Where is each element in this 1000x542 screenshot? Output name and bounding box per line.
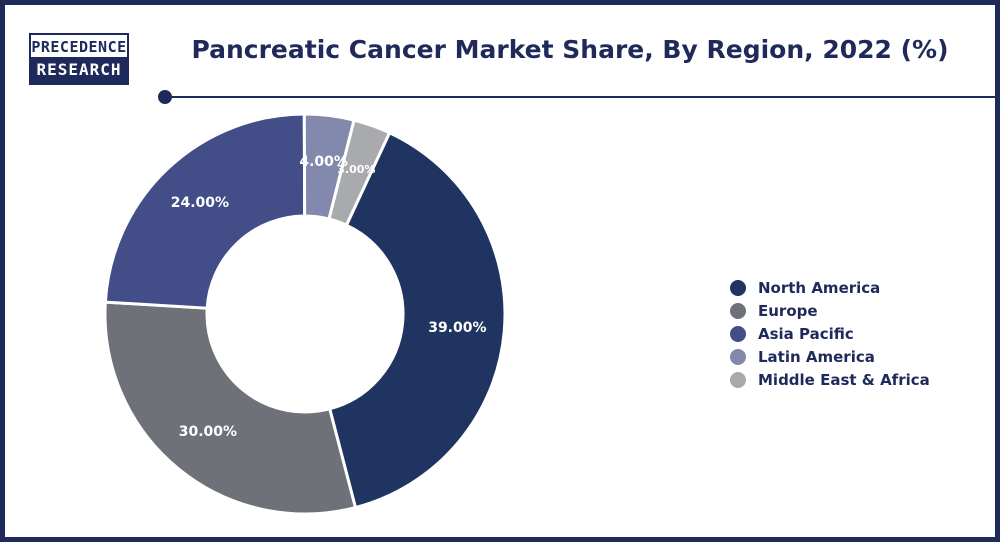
data-label-europe: 30.00% [179,424,237,440]
data-label-north-america: 39.00% [428,320,486,336]
brand-logo: PRECEDENCE RESEARCH [29,33,129,85]
legend-swatch-north-america [730,279,746,296]
donut-labels: 39.00% 30.00% 24.00% 4.00%3.00% [171,154,487,440]
legend-label-asia-pacific: Asia Pacific [758,324,854,343]
legend-item-middle-east-africa: Middle East & Africa [730,368,930,391]
chart-title: Pancreatic Cancer Market Share, By Regio… [191,35,949,64]
chart-legend: North America Europe Asia Pacific Latin Ame… [730,276,930,391]
legend-swatch-europe [730,302,746,319]
legend-label-europe: Europe [758,301,818,320]
data-label-asia-pacific: 24.00% [171,195,229,211]
brand-logo-line2: RESEARCH [31,57,127,83]
data-label-latin-america: 4.00% [299,154,348,170]
slice-asia-pacific [103,112,307,310]
legend-swatch-middle-east-africa [730,371,746,388]
slice-europe [103,300,358,516]
legend-item-asia-pacific: Asia Pacific [730,322,930,345]
legend-item-europe: Europe [730,299,930,322]
title-divider [165,96,1000,98]
legend-label-latin-america: Latin America [758,347,875,366]
divider-dot [158,90,172,104]
legend-label-middle-east-africa: Middle East & Africa [758,370,930,389]
data-label-middle-east-africa: 3.00% [337,163,375,176]
slice-middle-east-africa [327,118,392,228]
legend-item-latin-america: Latin America [730,345,930,368]
legend-label-north-america: North America [758,278,881,297]
legend-item-north-america: North America [730,276,930,299]
legend-swatch-latin-america [730,348,746,365]
donut-slices [103,112,507,516]
brand-logo-line1: PRECEDENCE [31,35,127,59]
legend-swatch-asia-pacific [730,325,746,342]
slice-north-america [327,130,507,510]
